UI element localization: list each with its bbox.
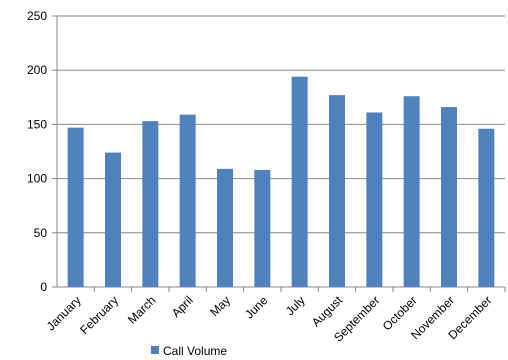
legend-label: Call Volume <box>163 344 227 358</box>
x-tick-label: May <box>207 293 233 319</box>
x-tick-label: August <box>309 293 346 330</box>
x-tick-label: February <box>77 293 121 337</box>
legend-swatch <box>151 346 159 354</box>
x-tick-label: April <box>169 293 196 320</box>
bar <box>105 152 121 287</box>
bar <box>329 95 345 287</box>
y-tick-label: 50 <box>34 226 48 240</box>
bar <box>67 127 84 287</box>
bars <box>67 76 495 287</box>
y-tick-label: 250 <box>27 9 47 23</box>
gridlines <box>52 15 506 292</box>
y-tick-label: 100 <box>27 172 47 186</box>
bar <box>441 107 457 287</box>
legend: Call Volume <box>151 344 227 358</box>
bar <box>142 121 159 287</box>
x-tick-label: June <box>242 293 271 322</box>
x-tick-label: July <box>283 293 308 318</box>
y-tick-label: 150 <box>27 117 47 131</box>
bar <box>403 96 420 287</box>
bar <box>179 114 196 287</box>
y-tick-label: 0 <box>40 280 47 294</box>
y-tick-label: 200 <box>27 63 47 77</box>
bar <box>366 112 383 287</box>
bar <box>217 168 233 287</box>
x-tick-label: March <box>125 293 158 326</box>
bar <box>291 76 308 287</box>
bar <box>478 128 495 287</box>
y-axis-ticks: 0 50 100 150 200 250 <box>27 9 47 294</box>
bar <box>254 169 271 287</box>
